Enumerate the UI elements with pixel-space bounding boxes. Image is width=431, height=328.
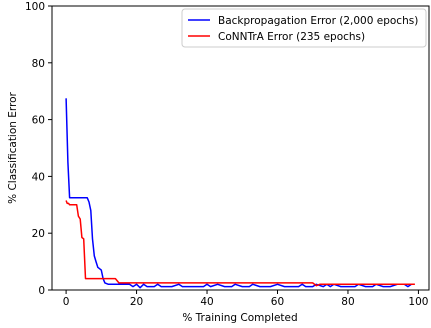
y-tick-label: 0 — [38, 285, 45, 297]
x-tick-label: 0 — [63, 296, 70, 308]
plot-lines — [65, 98, 415, 289]
legend-frame — [181, 8, 427, 48]
x-tick-label: 100 — [408, 296, 428, 308]
x-tick-label: 20 — [130, 296, 143, 308]
y-axis-label: % Classification Error — [7, 91, 19, 203]
y-tick-label: 60 — [32, 115, 45, 127]
y-tick-label: 20 — [32, 228, 45, 240]
y-tick-label: 100 — [25, 1, 45, 13]
x-tick-label: 60 — [271, 296, 284, 308]
legend: Backpropagation Error (2,000 epochs) CoN… — [181, 8, 427, 48]
y-tick-label: 40 — [32, 171, 45, 183]
legend-label-conntra: CoNNTrA Error (235 epochs) — [218, 31, 365, 43]
x-tick-label: 40 — [200, 296, 213, 308]
x-tick-label: 80 — [341, 296, 354, 308]
legend-label-backpropagation: Backpropagation Error (2,000 epochs) — [218, 15, 418, 27]
series-line-conntra — [65, 200, 415, 287]
x-axis-ticks: 0 20 40 60 80 100 — [63, 290, 428, 308]
y-tick-label: 80 — [32, 58, 45, 70]
plot-frame — [51, 5, 430, 291]
x-axis-label: % Training Completed — [182, 312, 297, 324]
series-line-backpropagation — [65, 98, 412, 289]
y-axis-ticks: 0 20 40 60 80 100 — [25, 1, 52, 297]
